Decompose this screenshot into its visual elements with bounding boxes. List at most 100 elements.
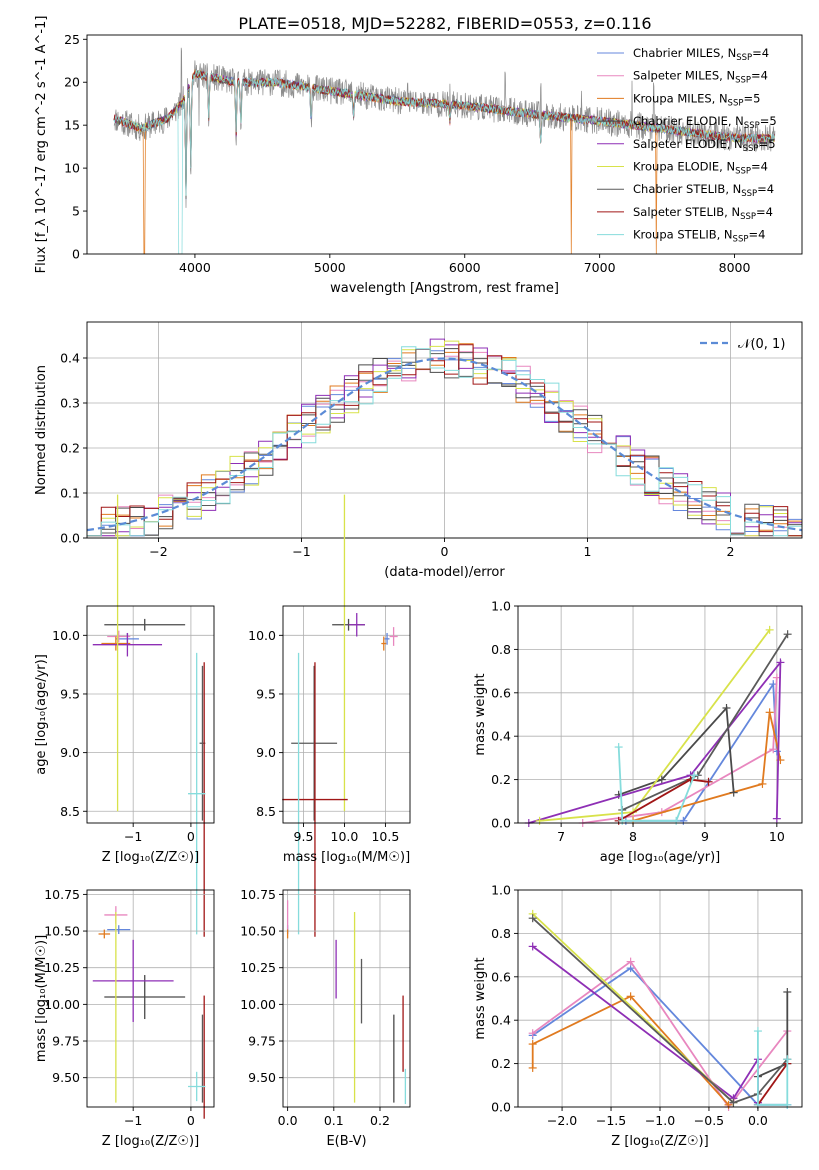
x-tick-label: 8 [629,829,637,844]
model-spectrum-line [113,70,775,193]
x-axis-label: Z [log₁₀(Z/Z☉)] [102,850,199,865]
legend-entry: Kroupa MILES, NSSP=5 [633,91,760,108]
mass-weight-line [532,917,788,1104]
age-vs-Z-panel: −1 0 8.5 9.0 9.5 10.0 Z [log₁₀(Z/Z☉)] age [log₁… [34,494,215,937]
legend-entry: Chabrier MILES, NSSP=4 [633,46,769,63]
y-tick-label: 15 [64,118,80,133]
y-axis-label: mass weight [473,957,488,1039]
legend-entry: Salpeter MILES, NSSP=4 [633,69,768,86]
legend-entry: 𝒩(0, 1) [738,337,785,352]
spectrum-lines [113,47,776,254]
y-tick-label: 9.75 [248,1034,276,1049]
model-spectrum-line [113,69,775,199]
axes-frame [86,889,215,1108]
y-tick-label: 25 [64,32,80,47]
x-tick-label: 0.0 [278,1113,298,1128]
mass-weight-vs-age-panel: 7 8 9 10 0.0 0.2 0.4 0.6 0.8 1.0 age [log₁₀(age/yr… [473,599,803,865]
x-tick-label: 10.0 [331,829,359,844]
y-tick-label: 9.50 [248,1070,276,1085]
x-tick-label: −0.5 [694,1113,724,1128]
y-axis-label: Flux [f_λ 10^-17 erg cm^-2 s^-1 A^-1] [34,16,49,274]
y-tick-label: 0 [72,247,80,262]
mass-weight-line [532,945,759,1103]
x-tick-label: 0.2 [370,1113,390,1128]
y-tick-label: 0.6 [491,685,511,700]
mass-weight-line [617,746,696,822]
axes-frame [517,605,803,824]
y-axis-label: age [log₁₀(age/yr)] [34,654,49,775]
legend-entry: Chabrier STELIB, NSSP=4 [633,182,774,199]
axes-frame [86,34,803,255]
model-spectrum-line [113,69,775,254]
x-tick-label: 10.5 [371,829,399,844]
y-tick-label: 10.50 [44,924,80,939]
legend-entry: Salpeter ELODIE, NSSP=5 [633,137,776,154]
legend-entry: Chabrier ELODIE, NSSP=5 [633,114,777,131]
y-tick-label: 10.0 [248,628,276,643]
y-tick-label: 1.0 [491,599,511,614]
mass-weight-line [528,659,782,824]
y-tick-label: 0.2 [491,1056,511,1071]
age-vs-mass-panel: 9.5 10.0 10.5 8.5 9.0 9.5 10.0 mass [log₁₀(M/M☉… [248,494,411,937]
x-tick-label: 9.5 [294,829,314,844]
x-tick-label: 0 [187,1113,195,1128]
y-tick-label: 0.8 [491,926,511,941]
y-tick-label: 10.75 [44,887,80,902]
x-tick-label: 2 [727,544,735,559]
y-tick-label: 1.0 [491,883,511,898]
x-axis-label: Z [log₁₀(Z/Z☉)] [102,1134,199,1149]
axes-frame [282,889,411,1108]
mass-vs-EBV-panel: 0.0 0.1 0.2 9.50 9.75 10.00 10.25 10.50 10.75 E(B… [240,887,411,1149]
y-tick-label: 9.5 [60,686,80,701]
mass-weight-line [757,1031,789,1106]
y-axis-label: mass weight [473,673,488,755]
mass-weight-line [618,778,709,822]
y-tick-label: 10.00 [240,997,276,1012]
y-tick-label: 5 [72,204,80,219]
normal-curve-line [86,357,803,532]
y-tick-label: 0.0 [491,1100,511,1115]
legend-entry: Salpeter STELIB, NSSP=4 [633,205,773,222]
x-tick-label: 1 [584,544,592,559]
axes-frame [86,605,215,824]
y-tick-label: 10.75 [240,887,276,902]
y-tick-label: 0.2 [491,772,511,787]
mass-weight-line [625,681,778,822]
legend-entry: Kroupa STELIB, NSSP=4 [633,228,765,245]
residual-histogram-step [87,340,802,537]
x-axis-label: (data-model)/error [384,565,505,580]
y-tick-label: 0.0 [491,816,511,831]
y-tick-label: 10.25 [240,960,276,975]
x-tick-label: −1.5 [596,1113,626,1128]
y-tick-label: 0.4 [60,351,80,366]
residuals-panel: −2 −1 0 1 2 0.0 0.1 0.2 0.3 0.4 (data-model)/error… [34,321,803,580]
mass-vs-Z-panel: −1 0 9.50 9.75 10.00 10.25 10.50 10.75 Z [log₁₀(… [34,887,215,1149]
mass-weight-vs-Z-panel: −2.0 −1.5 −1.0 −0.5 0.0 0.0 0.2 0.4 0.6 0.8 1.0 Z [… [473,883,803,1149]
x-tick-label: 0.0 [748,1113,768,1128]
x-tick-label: 4000 [179,260,211,275]
x-tick-label: −1.0 [645,1113,675,1128]
residual-histogram-step [87,344,802,537]
x-axis-label: age [log₁₀(age/yr)] [600,850,721,865]
x-tick-label: −1 [124,829,142,844]
y-tick-label: 0.8 [491,642,511,657]
y-tick-label: 9.0 [256,745,276,760]
x-tick-label: 5000 [314,260,346,275]
y-tick-label: 10.25 [44,960,80,975]
mass-weight-line [632,712,782,822]
y-tick-label: 0.1 [60,486,80,501]
x-tick-label: 10 [769,829,785,844]
y-tick-label: 10 [64,161,80,176]
x-tick-label: 0.1 [324,1113,344,1128]
y-tick-label: 0.2 [60,441,80,456]
y-tick-label: 9.75 [52,1034,80,1049]
y-tick-label: 0.3 [60,396,80,411]
legend-entry: Kroupa ELODIE, NSSP=4 [633,160,768,177]
mass-weight-line [618,705,735,796]
x-tick-label: 6000 [449,260,481,275]
x-tick-label: 0 [441,544,449,559]
y-tick-label: 0.6 [491,969,511,984]
y-tick-label: 9.0 [60,745,80,760]
x-tick-label: −2 [149,544,167,559]
